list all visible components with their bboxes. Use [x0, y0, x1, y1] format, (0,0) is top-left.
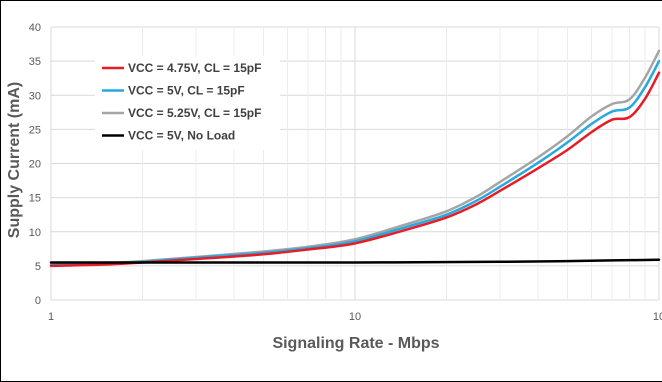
- series-line-1: [49, 71, 661, 268]
- x-axis-title: Signaling Rate - Mbps: [272, 335, 439, 352]
- tick-labels: 0 5 10 15 20 25 30 35 40 1 10 10: [29, 22, 662, 323]
- y-tick-label: 35: [29, 56, 41, 68]
- y-tick-label: 15: [29, 193, 41, 205]
- y-tick-label: 40: [29, 22, 41, 34]
- y-tick-label: 5: [35, 261, 41, 273]
- y-tick-label: 10: [29, 227, 41, 239]
- y-tick-label: 25: [29, 124, 41, 136]
- legend-entry: VCC = 5.25V, CL = 15pF: [128, 106, 261, 120]
- y-tick-label: 0: [35, 295, 41, 307]
- series-lines: [49, 49, 661, 268]
- x-tick-label: 10: [653, 311, 662, 323]
- legend-entry: VCC = 5V, CL = 15pF: [128, 84, 245, 98]
- y-tick-label: 30: [29, 90, 41, 102]
- x-tick-label: 10: [349, 311, 361, 323]
- y-axis-title: Supply Current (mA): [6, 82, 23, 238]
- y-tick-label: 20: [29, 159, 41, 171]
- x-tick-label: 1: [48, 311, 54, 323]
- legend: VCC = 4.75V, CL = 15pF VCC = 5V, CL = 15p…: [95, 56, 280, 150]
- legend-entry: VCC = 4.75V, CL = 15pF: [128, 61, 261, 75]
- series-line-2: [49, 59, 661, 267]
- legend-box: [95, 56, 280, 150]
- series-line-4: [49, 258, 661, 264]
- legend-entry: VCC = 5V, No Load: [128, 129, 235, 143]
